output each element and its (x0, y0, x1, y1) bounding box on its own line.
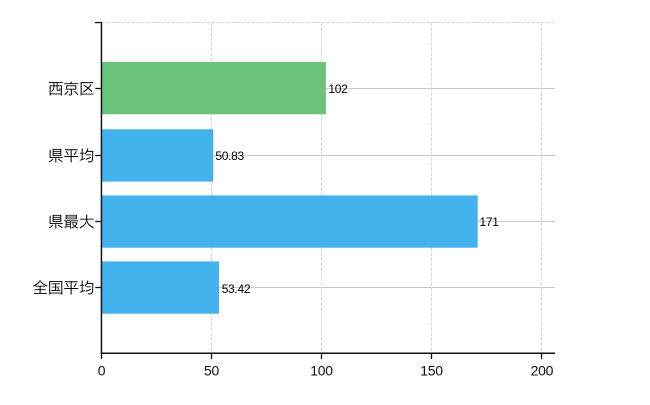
svg-text:150: 150 (420, 363, 443, 379)
svg-text:0: 0 (98, 363, 106, 379)
svg-text:100: 100 (310, 363, 333, 379)
svg-text:50: 50 (204, 363, 219, 379)
svg-text:171: 171 (480, 215, 500, 229)
svg-text:200: 200 (531, 363, 554, 379)
svg-text:102: 102 (328, 82, 348, 96)
svg-text:53.42: 53.42 (222, 282, 251, 296)
svg-text:50.83: 50.83 (215, 149, 244, 163)
